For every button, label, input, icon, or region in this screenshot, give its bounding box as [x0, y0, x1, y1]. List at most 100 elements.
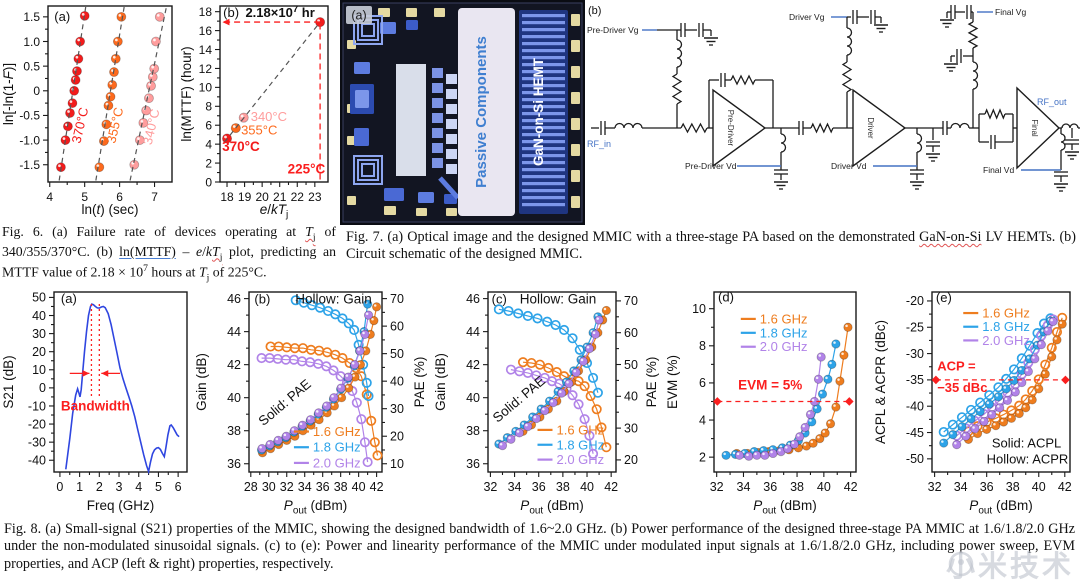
svg-text:8: 8 — [205, 100, 212, 114]
svg-text:20: 20 — [255, 190, 269, 204]
svg-text:2.18×107 hr: 2.18×107 hr — [245, 4, 314, 20]
svg-text:40: 40 — [227, 391, 241, 405]
svg-text:EVM (%): EVM (%) — [665, 355, 680, 409]
svg-text:Gain (dB): Gain (dB) — [433, 353, 448, 411]
svg-text:6: 6 — [699, 376, 706, 390]
svg-text:-10: -10 — [28, 399, 46, 413]
svg-text:6: 6 — [205, 119, 212, 133]
svg-text:4: 4 — [135, 480, 142, 494]
svg-text:14: 14 — [199, 43, 213, 57]
svg-text:34: 34 — [737, 480, 751, 494]
svg-text:10: 10 — [32, 363, 46, 377]
svg-text:Hollow: ACPR: Hollow: ACPR — [987, 452, 1069, 467]
svg-text:42: 42 — [1058, 480, 1072, 494]
svg-text:12: 12 — [199, 62, 213, 76]
svg-text:70: 70 — [624, 294, 638, 308]
svg-text:Final: Final — [1030, 119, 1039, 137]
svg-text:ACP =: ACP = — [937, 358, 976, 373]
svg-text:8: 8 — [699, 339, 706, 353]
fig8e-acp-chart: 32 34 36 38 40 42 -20 -25 -30 -35 -40 -45 -50 Pout (d… — [873, 290, 1072, 517]
svg-text:1.6 GHz: 1.6 GHz — [557, 422, 605, 437]
svg-text:(a): (a) — [351, 9, 366, 23]
svg-text:Hollow: Gain: Hollow: Gain — [520, 292, 597, 307]
svg-text:RF_in: RF_in — [587, 139, 611, 149]
svg-text:1.6 GHz: 1.6 GHz — [760, 311, 808, 326]
svg-text:2.0 GHz: 2.0 GHz — [982, 333, 1030, 348]
svg-text:Final Vg: Final Vg — [995, 7, 1026, 17]
svg-text:10: 10 — [692, 302, 706, 316]
svg-text:Passive Components: Passive Components — [473, 36, 490, 188]
svg-text:Driver: Driver — [866, 117, 875, 139]
svg-text:30: 30 — [390, 402, 404, 416]
fig8c-gain-pae-modulated-chart: 32 34 36 38 40 42 36 38 40 42 44 46 20 30 40 50 60 70 Pout… — [433, 291, 659, 517]
svg-text:0: 0 — [205, 175, 212, 189]
svg-text:20: 20 — [32, 345, 46, 359]
svg-text:0: 0 — [33, 84, 40, 98]
svg-text:16: 16 — [199, 24, 213, 38]
svg-text:(d): (d) — [718, 289, 734, 304]
svg-text:PAE (%): PAE (%) — [412, 357, 427, 408]
svg-text:1.5: 1.5 — [23, 10, 40, 24]
svg-text:1: 1 — [76, 480, 83, 494]
svg-text:42: 42 — [844, 480, 858, 494]
svg-text:Final Vd: Final Vd — [983, 165, 1014, 175]
svg-text:-35: -35 — [906, 373, 924, 387]
svg-text:0: 0 — [39, 381, 46, 395]
fig7a-mmic-chip-photo: Passive Components GaN-on-Si HEMT (a) — [340, 0, 585, 225]
svg-text:36: 36 — [980, 480, 994, 494]
fig6b-mttf-arrhenius-chart: 18 19 20 21 22 23 0 2 4 6 8 10 12 14 16 18 e/kTj ln(MTTF)… — [179, 4, 329, 221]
svg-text:18: 18 — [220, 190, 234, 204]
svg-text:34: 34 — [508, 480, 522, 494]
svg-text:38: 38 — [1006, 480, 1020, 494]
svg-text:42: 42 — [604, 480, 618, 494]
svg-text:50: 50 — [390, 347, 404, 361]
svg-text:32: 32 — [928, 480, 942, 494]
svg-text:1.8 GHz: 1.8 GHz — [760, 325, 808, 340]
svg-text:6: 6 — [116, 190, 123, 204]
svg-text:1.0: 1.0 — [23, 35, 40, 49]
svg-text:5: 5 — [81, 190, 88, 204]
svg-text:18: 18 — [199, 5, 213, 19]
svg-text:60: 60 — [624, 326, 638, 340]
svg-text:40: 40 — [352, 480, 366, 494]
svg-text:40: 40 — [32, 309, 46, 323]
svg-text:38: 38 — [466, 424, 480, 438]
svg-text:−35 dBc: −35 dBc — [937, 380, 987, 395]
svg-text:EVM = 5%: EVM = 5% — [738, 377, 802, 392]
svg-text:4: 4 — [205, 137, 212, 151]
svg-text:34: 34 — [298, 480, 312, 494]
svg-text:-0.5: -0.5 — [19, 109, 40, 123]
svg-text:32: 32 — [483, 480, 497, 494]
svg-text:ACPL & ACPR (dBc): ACPL & ACPR (dBc) — [873, 320, 888, 444]
svg-text:-30: -30 — [28, 435, 46, 449]
svg-text:Pre-Driver Vd: Pre-Driver Vd — [685, 161, 737, 171]
svg-text:Driver Vg: Driver Vg — [789, 12, 825, 22]
svg-text:40: 40 — [466, 391, 480, 405]
svg-text:22: 22 — [291, 190, 305, 204]
svg-text:2: 2 — [699, 450, 706, 464]
svg-text:19: 19 — [238, 190, 252, 204]
svg-text:44: 44 — [227, 325, 241, 339]
svg-text:-50: -50 — [906, 452, 924, 466]
svg-text:5: 5 — [155, 480, 162, 494]
svg-text:10: 10 — [199, 81, 213, 95]
svg-text:RF_out: RF_out — [1037, 97, 1067, 107]
svg-text:-20: -20 — [906, 294, 924, 308]
svg-text:23: 23 — [308, 190, 322, 204]
svg-text:46: 46 — [466, 292, 480, 306]
svg-text:Pre-Driver Vg: Pre-Driver Vg — [587, 25, 639, 35]
svg-text:(a): (a) — [54, 9, 70, 24]
svg-text:2.0 GHz: 2.0 GHz — [557, 452, 605, 467]
svg-text:36: 36 — [316, 480, 330, 494]
svg-text:PAE (%): PAE (%) — [644, 357, 659, 408]
svg-text:355°C: 355°C — [103, 106, 126, 145]
svg-text:340°C: 340°C — [251, 109, 287, 124]
svg-text:42: 42 — [227, 358, 241, 372]
svg-text:-1.5: -1.5 — [19, 158, 40, 172]
svg-text:30: 30 — [262, 480, 276, 494]
svg-text:-40: -40 — [906, 400, 924, 414]
svg-text:ln(MTTF) (hour): ln(MTTF) (hour) — [179, 46, 194, 141]
svg-text:Pout (dBm): Pout (dBm) — [284, 498, 347, 517]
